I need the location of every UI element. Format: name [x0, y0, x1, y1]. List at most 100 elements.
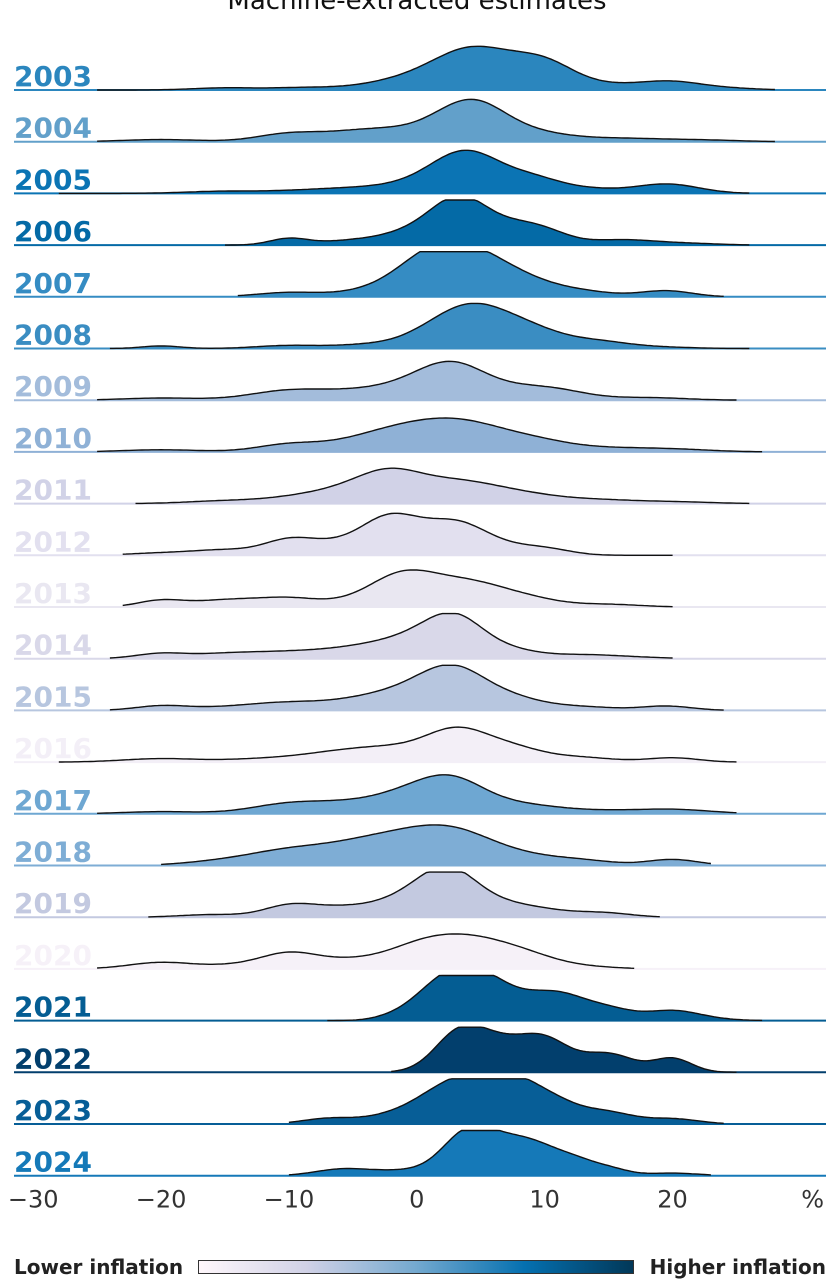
year-label: 2018: [14, 836, 92, 869]
ridge-2022: 2022: [14, 1026, 826, 1075]
year-label: 2023: [14, 1094, 92, 1127]
x-tick-label: −20: [136, 1186, 187, 1214]
year-label: 2003: [14, 60, 92, 93]
ridge-2015: 2015: [14, 664, 826, 713]
ridge-area: [97, 774, 737, 814]
ridge-2006: 2006: [14, 199, 826, 248]
ridge-area: [97, 46, 775, 90]
ridge-area: [97, 361, 737, 401]
year-label: 2022: [14, 1042, 92, 1075]
ridge-area: [135, 468, 750, 504]
ridge-outline: [327, 974, 763, 1022]
year-label: 2006: [14, 215, 92, 248]
year-label: 2010: [14, 422, 92, 455]
year-label: 2005: [14, 163, 92, 196]
year-label: 2009: [14, 370, 92, 403]
year-label: 2008: [14, 319, 92, 352]
year-label: 2015: [14, 680, 92, 713]
ridge-2019: 2019: [14, 871, 826, 920]
year-label: 2016: [14, 732, 92, 765]
x-tick-label: 10: [529, 1186, 560, 1214]
chart-title: Machine-extracted estimates: [227, 0, 607, 16]
ridge-outline: [122, 512, 673, 556]
ridge-area: [148, 872, 660, 918]
year-label: 2019: [14, 887, 92, 920]
colorbar-gradient: [198, 1260, 634, 1274]
ridge-outline: [97, 933, 635, 969]
ridge-2023: 2023: [14, 1078, 826, 1127]
ridge-outline: [97, 417, 763, 453]
ridge-area: [391, 1027, 737, 1073]
ridge-area: [97, 99, 775, 142]
ridge-area: [58, 150, 750, 194]
colorbar-low-label: Lower inflation: [14, 1255, 184, 1279]
ridge-outline: [97, 98, 775, 143]
ridge-outline: [97, 45, 775, 91]
ridge-2012: 2012: [14, 512, 826, 558]
ridge-2003: 2003: [14, 45, 826, 93]
ridge-outline: [109, 302, 750, 350]
x-tick-label: −10: [264, 1186, 315, 1214]
x-tick-label: −30: [8, 1186, 59, 1214]
ridge-outline: [288, 1078, 724, 1124]
year-label: 2007: [14, 267, 92, 300]
year-label: 2020: [14, 939, 92, 972]
ridge-area: [109, 613, 673, 659]
ridge-2008: 2008: [14, 302, 826, 352]
ridge-area: [97, 933, 635, 969]
ridgeline-plot: 2003200420052006200720082009201020112012…: [8, 45, 826, 1214]
ridge-outline: [148, 871, 660, 918]
ridge-outline: [391, 1026, 737, 1073]
ridge-area: [237, 251, 724, 297]
ridge-area: [109, 665, 724, 711]
ridge-2018: 2018: [14, 824, 826, 869]
year-label: 2013: [14, 577, 92, 610]
ridge-area: [161, 824, 711, 866]
ridge-2011: 2011: [14, 467, 826, 507]
ridge-outline: [58, 726, 737, 763]
year-label: 2014: [14, 629, 92, 662]
ridge-outline: [237, 251, 724, 297]
ridge-2014: 2014: [14, 612, 826, 662]
ridge-area: [122, 569, 673, 607]
ridge-2005: 2005: [14, 149, 826, 196]
year-label: 2012: [14, 525, 92, 558]
ridge-2013: 2013: [14, 569, 826, 610]
ridge-outline: [161, 824, 711, 866]
ridge-2009: 2009: [14, 360, 826, 403]
ridge-area: [122, 513, 673, 556]
ridge-outline: [109, 664, 724, 711]
ridge-2004: 2004: [14, 98, 826, 145]
ridge-area: [288, 1130, 711, 1176]
ridge-2017: 2017: [14, 774, 826, 817]
ridge-area: [97, 418, 763, 452]
year-label: 2021: [14, 991, 92, 1024]
ridge-area: [58, 727, 737, 763]
year-label: 2004: [14, 112, 92, 145]
ridge-2010: 2010: [14, 417, 826, 455]
ridge-outline: [97, 360, 737, 401]
year-label: 2011: [14, 474, 92, 507]
x-unit-label: %: [801, 1186, 824, 1214]
ridge-area: [225, 200, 750, 246]
x-tick-label: 20: [657, 1186, 688, 1214]
ridge-outline: [225, 199, 750, 246]
ridge-outline: [109, 612, 673, 659]
colorbar: Lower inflation Higher inflation: [0, 1253, 834, 1283]
x-tick-label: 0: [409, 1186, 424, 1214]
year-label: 2024: [14, 1146, 92, 1179]
year-label: 2017: [14, 784, 92, 817]
ridge-2007: 2007: [14, 251, 826, 300]
ridge-area: [327, 975, 763, 1021]
ridge-2021: 2021: [14, 974, 826, 1024]
ridge-2024: 2024: [14, 1129, 826, 1179]
ridge-outline: [122, 569, 673, 608]
ridge-outline: [58, 149, 750, 195]
ridge-2016: 2016: [14, 726, 826, 765]
ridge-outline: [97, 774, 737, 814]
ridge-outline: [135, 467, 750, 505]
colorbar-high-label: Higher inflation: [649, 1255, 826, 1279]
ridge-2020: 2020: [14, 933, 826, 972]
ridge-area: [288, 1078, 724, 1124]
ridge-area: [109, 303, 750, 349]
